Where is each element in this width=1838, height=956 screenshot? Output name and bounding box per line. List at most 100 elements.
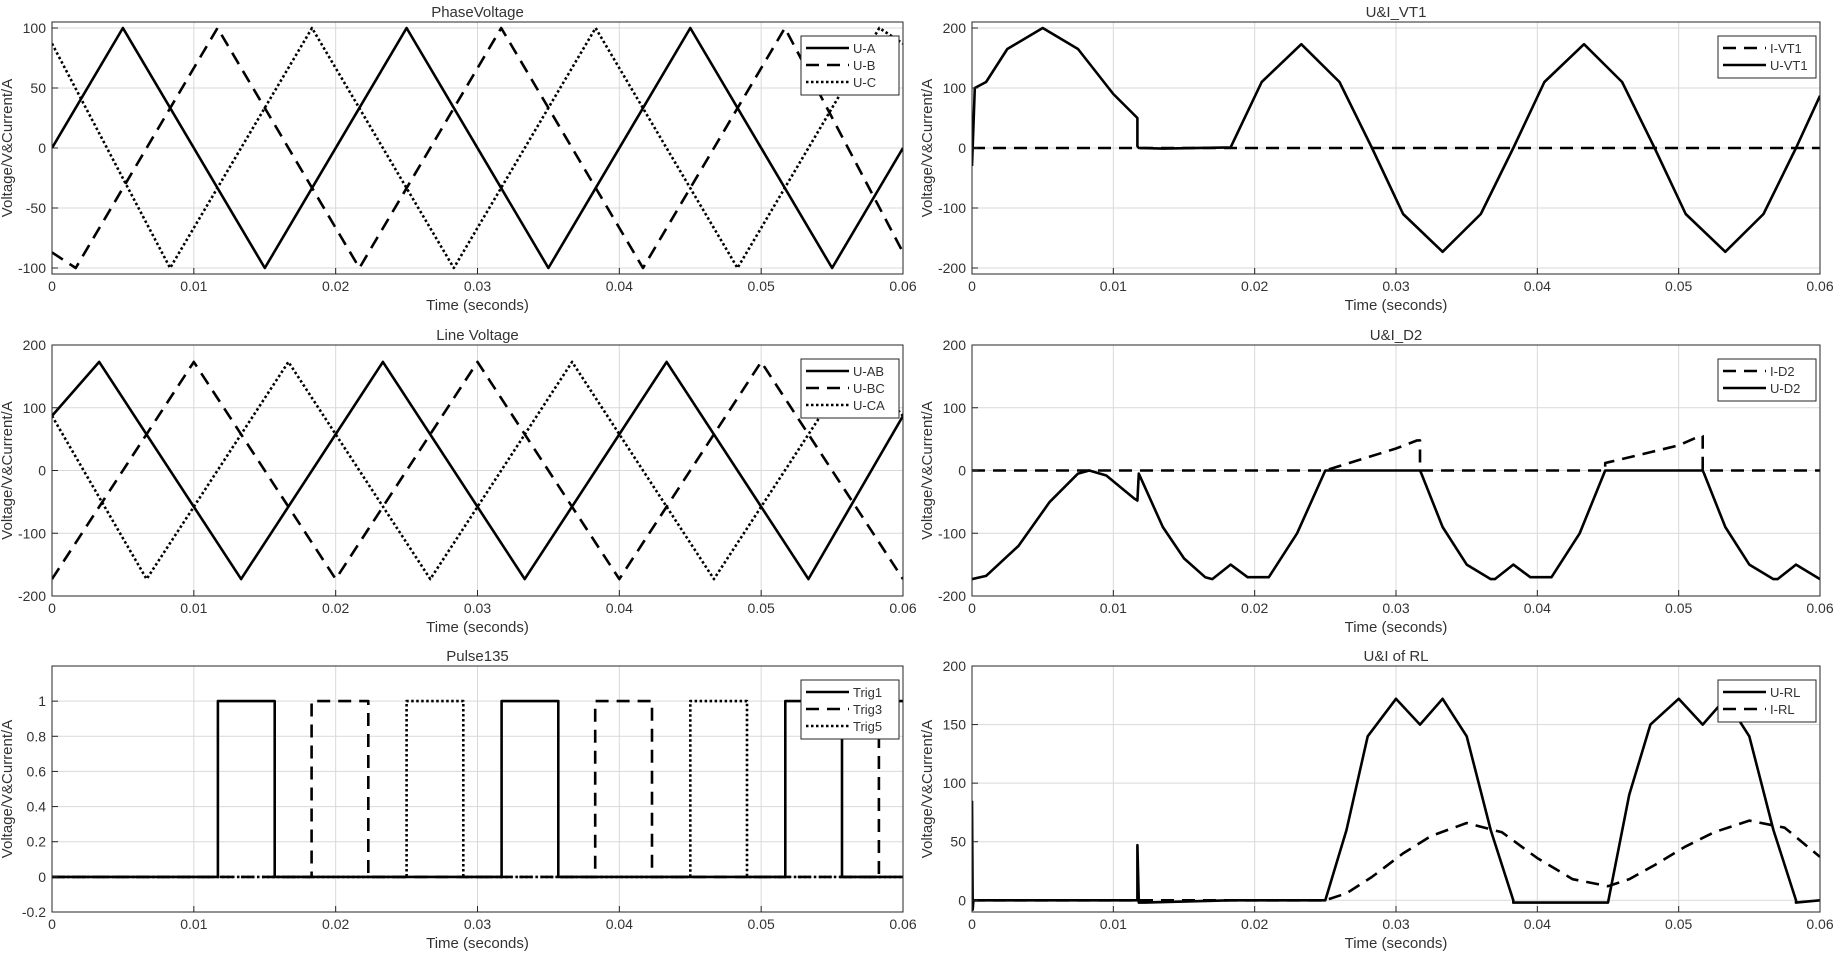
y-tick-label: 100 bbox=[23, 20, 47, 36]
series-line-u-bc bbox=[52, 360, 903, 581]
x-tick-label: 0.06 bbox=[889, 278, 916, 294]
y-tick-label: 100 bbox=[943, 80, 967, 96]
legend-label: U-C bbox=[853, 75, 876, 90]
series-group bbox=[972, 26, 1820, 254]
x-tick-label: 0.05 bbox=[748, 600, 775, 616]
legend: I-VT1 U-VT1 bbox=[1717, 35, 1817, 79]
x-tick-label: 0.06 bbox=[1806, 600, 1833, 616]
y-tick-label: 0 bbox=[958, 463, 966, 479]
x-tick-label: 0.02 bbox=[1241, 916, 1268, 932]
x-tick-label: 0.03 bbox=[1382, 916, 1409, 932]
y-tick-label: -100 bbox=[938, 200, 966, 216]
chart-title: PhaseVoltage bbox=[431, 4, 524, 21]
y-tick-label: -50 bbox=[26, 200, 46, 216]
legend-label: Trig3 bbox=[853, 702, 882, 717]
x-tick-label: 0.06 bbox=[1806, 916, 1833, 932]
y-tick-label: 0.8 bbox=[27, 728, 47, 744]
x-tick-label: 0.02 bbox=[322, 916, 349, 932]
chart-panel-3: 0 0.01 0.02 0.03 0.04 0.05 0.06 -200 -100 0 100 200… bbox=[0, 327, 917, 636]
x-tick-label: 0.04 bbox=[606, 278, 633, 294]
y-tick-label: 100 bbox=[943, 775, 967, 791]
chart-panel-2: 0 0.01 0.02 0.03 0.04 0.05 0.06 -200 -100 0 100 200… bbox=[919, 4, 1834, 314]
y-tick-label: 50 bbox=[950, 834, 966, 850]
x-tick-label: 0.06 bbox=[1806, 278, 1833, 294]
x-axis-label: Time (seconds) bbox=[1345, 619, 1448, 636]
x-tick-label: 0 bbox=[968, 916, 976, 932]
y-tick-label: 0.6 bbox=[27, 763, 47, 779]
chart-title: U&I_VT1 bbox=[1366, 4, 1427, 21]
x-tick-label: 0.01 bbox=[180, 278, 207, 294]
y-axis-label: Voltage/V&Current/A bbox=[0, 79, 16, 217]
y-axis-label: Voltage/V&Current/A bbox=[919, 79, 936, 217]
y-tick-label: 0 bbox=[38, 463, 46, 479]
y-tick-label: 100 bbox=[943, 400, 967, 416]
y-tick-label: -100 bbox=[18, 525, 46, 541]
legend-box bbox=[1717, 358, 1817, 402]
y-tick-label: -200 bbox=[18, 588, 46, 604]
x-tick-label: 0.06 bbox=[889, 916, 916, 932]
legend-label: U-A bbox=[853, 41, 876, 56]
legend-label: U-CA bbox=[853, 398, 885, 413]
y-axis-label: Voltage/V&Current/A bbox=[919, 401, 936, 539]
legend: Trig1 Trig3 Trig5 bbox=[800, 679, 900, 740]
x-tick-label: 0.01 bbox=[180, 600, 207, 616]
y-tick-label: 200 bbox=[23, 337, 47, 353]
x-tick-label: 0 bbox=[48, 916, 56, 932]
x-tick-label: 0.03 bbox=[464, 600, 491, 616]
x-tick-label: 0.02 bbox=[1241, 600, 1268, 616]
legend-box bbox=[1717, 679, 1817, 723]
y-tick-label: 150 bbox=[943, 717, 967, 733]
x-tick-label: 0.03 bbox=[1382, 600, 1409, 616]
y-tick-label: 0 bbox=[38, 869, 46, 885]
x-tick-label: 0 bbox=[968, 278, 976, 294]
y-axis-label: Voltage/V&Current/A bbox=[0, 720, 16, 858]
legend: U-A U-B U-C bbox=[800, 35, 900, 96]
x-tick-label: 0 bbox=[968, 600, 976, 616]
x-tick-label: 0.05 bbox=[1665, 916, 1692, 932]
legend-label: Trig5 bbox=[853, 719, 882, 734]
y-tick-label: 1 bbox=[38, 693, 46, 709]
legend-label: U-D2 bbox=[1770, 381, 1800, 396]
chart-title: Pulse135 bbox=[446, 648, 509, 665]
y-axis-label: Voltage/V&Current/A bbox=[0, 401, 16, 539]
legend-label: I-VT1 bbox=[1770, 41, 1802, 56]
chart-title: U&I_D2 bbox=[1370, 327, 1423, 344]
x-tick-label: 0.04 bbox=[1524, 278, 1551, 294]
x-tick-label: 0.04 bbox=[606, 916, 633, 932]
y-tick-label: 0.2 bbox=[27, 834, 47, 850]
x-tick-label: 0.06 bbox=[889, 600, 916, 616]
x-tick-label: 0.04 bbox=[1524, 916, 1551, 932]
chart-panel-6: 0 0.01 0.02 0.03 0.04 0.05 0.06 0 50 100 150 200 U&I… bbox=[919, 648, 1834, 952]
x-tick-label: 0.02 bbox=[322, 278, 349, 294]
x-axis-label: Time (seconds) bbox=[426, 297, 529, 314]
legend-label: U-B bbox=[853, 58, 875, 73]
y-tick-label: 0 bbox=[958, 140, 966, 156]
chart-panel-5: 0 0.01 0.02 0.03 0.04 0.05 0.06-0.200.20.40.60… bbox=[0, 648, 917, 952]
series-group bbox=[972, 434, 1820, 581]
legend-label: U-VT1 bbox=[1770, 58, 1808, 73]
legend-label: Trig1 bbox=[853, 685, 882, 700]
series-line-u-vt1 bbox=[972, 26, 1820, 254]
y-tick-label: -200 bbox=[938, 260, 966, 276]
y-tick-label: -100 bbox=[18, 260, 46, 276]
x-tick-label: 0.03 bbox=[1382, 278, 1409, 294]
x-tick-label: 0.01 bbox=[1100, 600, 1127, 616]
series-line-u-d2 bbox=[972, 469, 1820, 581]
x-tick-label: 0.02 bbox=[1241, 278, 1268, 294]
series-line-u-a bbox=[52, 26, 903, 270]
legend-box bbox=[1717, 35, 1817, 79]
series-line-u-b bbox=[52, 26, 903, 270]
x-tick-label: 0.05 bbox=[1665, 278, 1692, 294]
x-axis-label: Time (seconds) bbox=[426, 935, 529, 952]
y-tick-label: 200 bbox=[943, 658, 967, 674]
x-tick-label: 0.01 bbox=[180, 916, 207, 932]
legend-label: I-D2 bbox=[1770, 364, 1795, 379]
x-tick-label: 0.02 bbox=[322, 600, 349, 616]
y-tick-label: 0 bbox=[38, 140, 46, 156]
legend-label: U-AB bbox=[853, 364, 884, 379]
series-line-trig5 bbox=[52, 699, 903, 879]
y-axis-label: Voltage/V&Current/A bbox=[919, 720, 936, 858]
chart-title: Line Voltage bbox=[436, 327, 519, 344]
x-tick-label: 0.01 bbox=[1100, 916, 1127, 932]
